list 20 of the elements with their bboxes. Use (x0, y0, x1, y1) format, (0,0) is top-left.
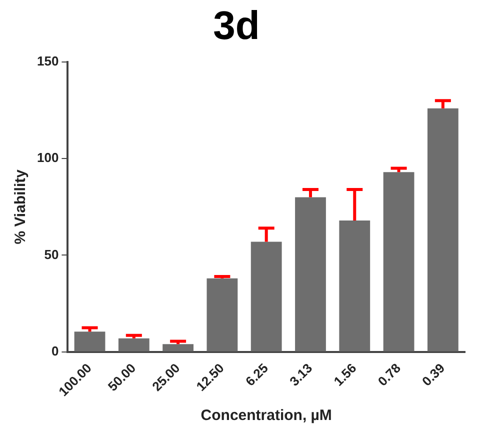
chart-title: 3d (213, 4, 260, 48)
bar (118, 338, 150, 352)
bar (339, 220, 370, 352)
y-tick-label: 150 (36, 54, 59, 69)
x-tick-label: 1.56 (330, 360, 360, 389)
bar (295, 197, 326, 352)
y-axis-title: % Viability (12, 168, 30, 244)
x-tick-label: 0.78 (374, 360, 404, 389)
x-axis-title: Concentration, µM (200, 407, 332, 424)
bar (206, 278, 238, 352)
x-tick-label: 3.13 (286, 360, 316, 389)
bar (74, 332, 106, 352)
bar (250, 242, 282, 352)
y-tick-label: 100 (36, 150, 59, 166)
x-tick-label: 0.39 (419, 360, 448, 389)
y-tick-label: 50 (44, 246, 59, 262)
y-tick-label: 0 (51, 343, 59, 358)
bar (383, 172, 414, 352)
bar (162, 344, 194, 352)
bar (427, 108, 458, 352)
